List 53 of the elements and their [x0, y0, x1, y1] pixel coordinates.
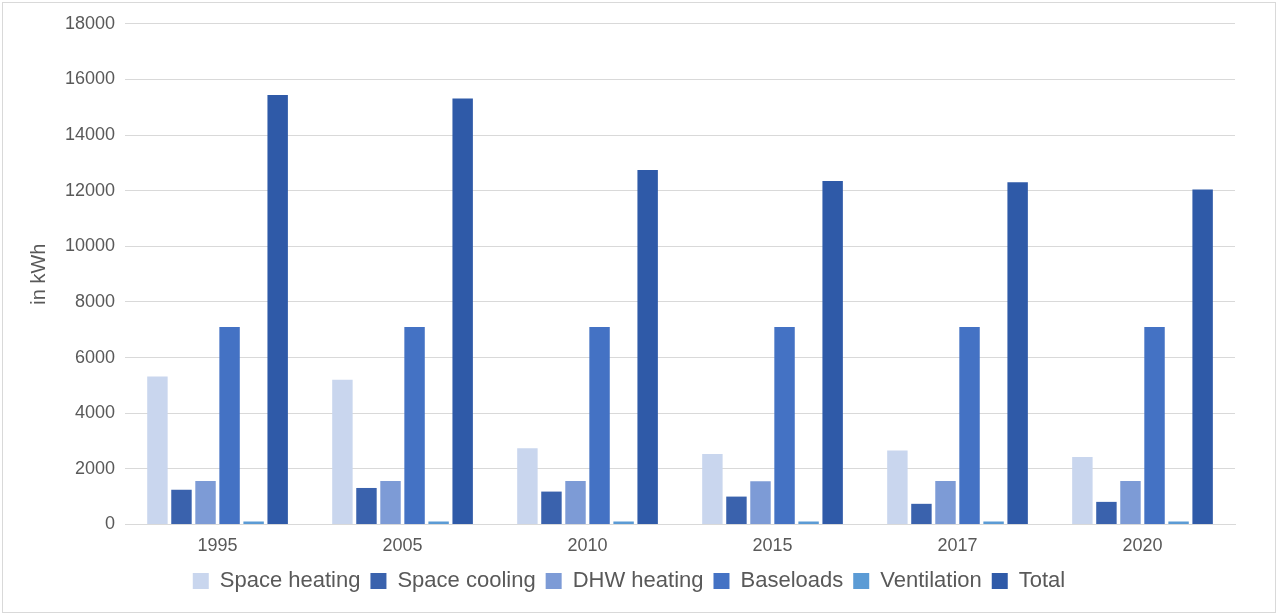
bar [774, 326, 795, 524]
bar [404, 326, 425, 524]
bar [1072, 457, 1093, 524]
x-tick-label: 2015 [752, 535, 793, 556]
bar [702, 454, 723, 524]
bar [147, 376, 168, 524]
bar [1144, 326, 1165, 524]
bar [332, 379, 353, 524]
x-tick-label: 1995 [197, 535, 238, 556]
bar [959, 326, 980, 524]
bar [1007, 182, 1028, 524]
y-axis-title: in kWh [26, 243, 49, 305]
legend-label: Space heating [219, 567, 361, 593]
bar [1192, 189, 1213, 524]
bar [452, 98, 473, 524]
y-tick-label: 2000 [75, 457, 116, 478]
bar [195, 481, 216, 524]
legend-label: Baseloads [740, 567, 844, 593]
legend-label: Total [1018, 567, 1066, 593]
bar [935, 481, 956, 524]
bar [1120, 481, 1141, 524]
legend-label: DHW heating [572, 567, 704, 593]
x-tick-label: 2020 [1122, 535, 1163, 556]
legend-label: Ventilation [880, 567, 982, 593]
bar [356, 487, 377, 524]
y-tick-label: 0 [105, 513, 116, 534]
bar [541, 491, 562, 524]
y-tick-label: 10000 [64, 235, 116, 256]
bar [380, 481, 401, 524]
x-tick-label: 2017 [937, 535, 978, 556]
bar [726, 496, 747, 524]
bar [750, 481, 771, 524]
x-tick-label: 2005 [382, 535, 423, 556]
x-tick-label: 2010 [567, 535, 608, 556]
bar [637, 170, 658, 524]
bar [822, 180, 843, 524]
y-tick-label: 8000 [75, 290, 116, 311]
y-tick-label: 18000 [64, 12, 116, 33]
bar [565, 481, 586, 524]
bar [1096, 501, 1117, 524]
bar [219, 326, 240, 524]
y-tick-label: 6000 [75, 346, 116, 367]
y-tick-label: 14000 [64, 124, 116, 145]
bar [267, 95, 288, 524]
bar [911, 503, 932, 524]
bar [171, 489, 192, 524]
bar [887, 450, 908, 524]
bar [589, 326, 610, 524]
y-tick-label: 16000 [64, 68, 116, 89]
y-tick-label: 4000 [75, 402, 116, 423]
bar [517, 448, 538, 524]
legend-label: Space cooling [397, 567, 536, 593]
y-tick-label: 12000 [64, 179, 116, 200]
